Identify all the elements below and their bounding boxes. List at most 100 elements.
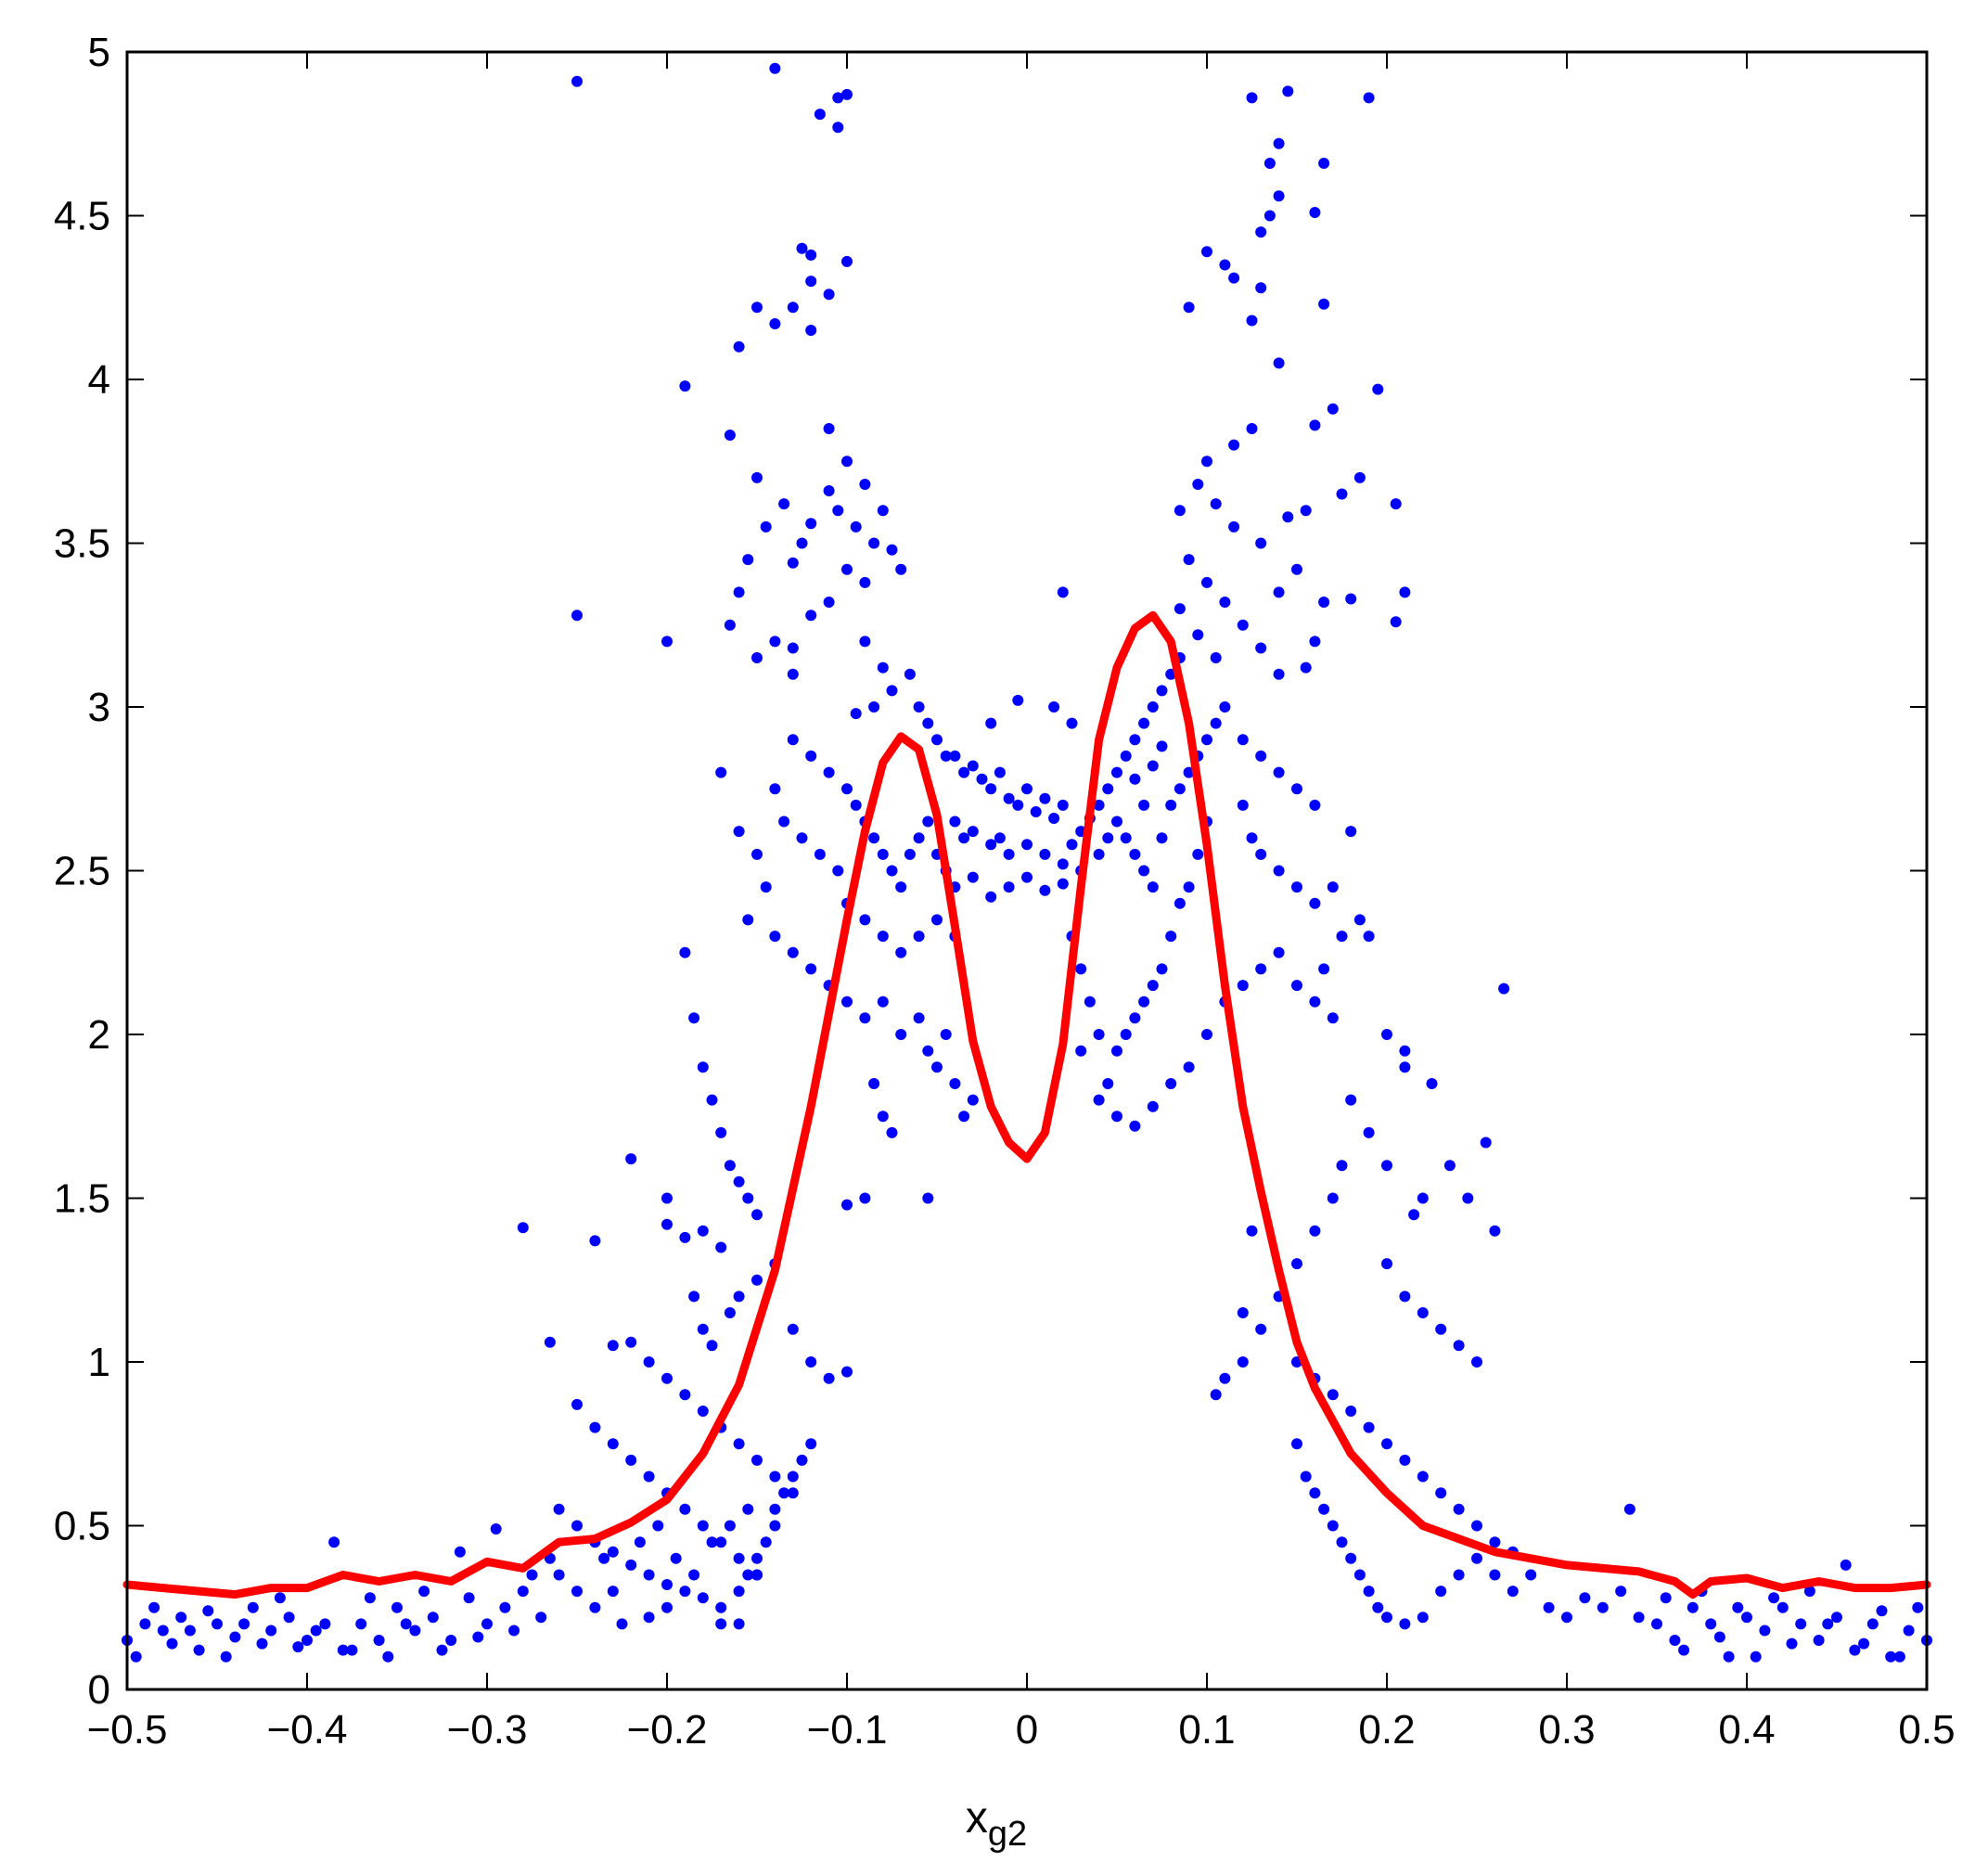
scatter-point-98 (859, 636, 871, 648)
scatter-point-237 (1291, 881, 1302, 893)
scatter-point-63 (1327, 403, 1339, 415)
scatter-point-245 (1165, 931, 1177, 943)
scatter-point-270 (1309, 995, 1321, 1008)
scatter-point-76 (1353, 471, 1366, 483)
scatter-point-10 (1263, 158, 1276, 169)
x-tick-label: 0.5 (1898, 1707, 1955, 1753)
scatter-point-185 (886, 865, 898, 877)
scatter-point-436 (148, 1601, 160, 1613)
scatter-point-189 (922, 815, 934, 828)
scatter-point-75 (1336, 488, 1348, 500)
scatter-point-329 (733, 1552, 745, 1564)
scatter-point-450 (409, 1625, 421, 1637)
scatter-point-454 (481, 1618, 493, 1630)
x-tick-label: −0.1 (807, 1707, 888, 1753)
scatter-point-218 (940, 1029, 952, 1040)
scatter-point-429 (247, 1601, 259, 1613)
scatter-point-275 (1363, 931, 1375, 943)
scatter-point-168 (1147, 881, 1159, 893)
y-tick-label: 0.5 (54, 1504, 110, 1549)
x-tick-label: 0.4 (1718, 1707, 1775, 1753)
scatter-point-178 (805, 750, 817, 762)
smoothed-line (122, 610, 1931, 1599)
scatter-point-370 (1246, 1225, 1258, 1237)
scatter-point-399 (1318, 1503, 1330, 1515)
scatter-point-435 (130, 1650, 142, 1663)
scatter-point-177 (787, 734, 799, 746)
scatter-point-156 (1147, 701, 1159, 713)
scatter-point-163 (1156, 740, 1168, 752)
scatter-point-447 (355, 1618, 367, 1630)
scatter-point-361 (1327, 1192, 1339, 1204)
scatter-point-453 (463, 1592, 475, 1604)
scatter-point-486 (1705, 1618, 1717, 1630)
scatter-point-183 (868, 832, 880, 844)
scatter-point-25 (1255, 226, 1267, 238)
scatter-point-224 (886, 1126, 898, 1138)
scatter-point-387 (1363, 1421, 1375, 1433)
scatter-point-489 (1759, 1625, 1771, 1637)
scatter-point-360 (1336, 1160, 1348, 1172)
scatter-point-509 (1840, 1559, 1852, 1571)
scatter-point-465 (436, 1644, 448, 1656)
y-tick-label: 1 (88, 1340, 110, 1385)
scatter-point-196 (859, 914, 871, 926)
scatter-point-502 (1713, 1631, 1725, 1643)
scatter-point-445 (310, 1625, 322, 1637)
scatter-point-187 (904, 848, 916, 860)
scatter-point-318 (751, 1454, 763, 1466)
scatter-point-347 (787, 1470, 799, 1483)
scatter-point-405 (1372, 1601, 1384, 1613)
scatter-point-21 (805, 325, 817, 336)
scatter-point-16 (787, 302, 799, 314)
scatter-point-122 (958, 832, 970, 844)
scatter-point-268 (1273, 946, 1285, 958)
scatter-point-116 (1021, 783, 1032, 795)
scatter-point-20 (769, 318, 781, 329)
scatter-point-161 (1138, 799, 1150, 811)
scatter-point-402 (1345, 1552, 1357, 1564)
scatter-point-179 (823, 766, 835, 778)
scatter-point-88 (1192, 629, 1204, 641)
scatter-point-39 (796, 537, 808, 549)
scatter-point-215 (913, 1012, 925, 1024)
scatter-point-468 (490, 1523, 502, 1535)
scatter-point-101 (868, 701, 880, 713)
scatter-point-257 (1075, 1045, 1087, 1057)
scatter-point-151 (1102, 783, 1114, 795)
scatter-point-451 (427, 1612, 439, 1624)
scatter-point-362 (1309, 1225, 1321, 1237)
scatter-point-42 (859, 479, 871, 490)
y-tick-label: 1.5 (54, 1176, 110, 1222)
scatter-point-484 (1669, 1635, 1681, 1646)
scatter-point-57 (823, 597, 835, 608)
scatter-point-40 (823, 423, 835, 434)
scatter-point-165 (1120, 832, 1132, 844)
scatter-point-263 (1183, 1061, 1195, 1073)
scatter-point-477 (652, 1520, 664, 1532)
scatter-point-146 (1048, 701, 1060, 713)
x-tick-label: −0.5 (87, 1707, 168, 1753)
scatter-point-207 (769, 931, 781, 943)
scatter-point-397 (1300, 1470, 1312, 1483)
scatter-point-31 (1318, 298, 1330, 310)
scatter-point-208 (787, 946, 799, 958)
scatter-point-363 (1291, 1258, 1302, 1270)
scatter-point-474 (607, 1586, 619, 1598)
scatter-point-427 (212, 1618, 223, 1630)
scatter-point-48 (787, 557, 799, 569)
scatter-point-336 (607, 1546, 619, 1558)
scatter-point-279 (1426, 1078, 1438, 1089)
scatter-point-314 (679, 1389, 691, 1401)
scatter-point-162 (1147, 760, 1159, 772)
scatter-point-411 (1471, 1552, 1482, 1564)
scatter-point-368 (1210, 1389, 1222, 1401)
scatter-point-324 (643, 1470, 655, 1483)
scatter-point-494 (1849, 1644, 1861, 1656)
scatter-point-91 (1300, 661, 1312, 674)
scatter-point-69 (1174, 505, 1186, 517)
scatter-point-366 (1237, 1356, 1249, 1368)
scatter-point-103 (904, 668, 916, 680)
scatter-point-71 (1228, 520, 1240, 533)
scatter-point-298 (706, 1340, 718, 1352)
